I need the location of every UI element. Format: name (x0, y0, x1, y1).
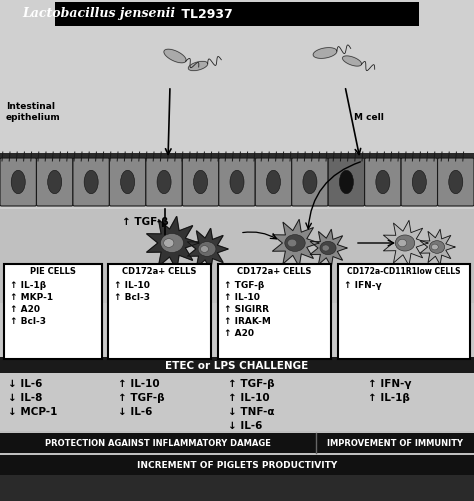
Text: TL2937: TL2937 (177, 8, 233, 21)
Text: INCREMENT OF PIGLETS PRODUCTIVITY: INCREMENT OF PIGLETS PRODUCTIVITY (137, 460, 337, 469)
Text: ↑ IL-1β: ↑ IL-1β (10, 280, 46, 289)
Ellipse shape (398, 240, 407, 247)
FancyBboxPatch shape (0, 475, 474, 501)
FancyBboxPatch shape (146, 159, 182, 206)
FancyBboxPatch shape (36, 159, 73, 206)
Ellipse shape (120, 171, 135, 194)
Text: CD172a+ CELLS: CD172a+ CELLS (122, 267, 197, 276)
Polygon shape (273, 220, 319, 267)
FancyBboxPatch shape (0, 159, 36, 206)
FancyBboxPatch shape (182, 159, 219, 206)
Text: ↑ MKP-1: ↑ MKP-1 (10, 292, 53, 301)
FancyBboxPatch shape (0, 304, 474, 431)
FancyBboxPatch shape (255, 159, 292, 206)
Ellipse shape (230, 171, 244, 194)
FancyBboxPatch shape (0, 357, 474, 373)
Text: ↑ IL-10: ↑ IL-10 (118, 378, 160, 388)
Ellipse shape (395, 235, 415, 252)
Ellipse shape (198, 242, 216, 257)
Text: ↑ IFN-γ: ↑ IFN-γ (344, 280, 382, 289)
Text: ↑ SIGIRR: ↑ SIGIRR (224, 304, 269, 313)
Ellipse shape (193, 171, 208, 194)
Polygon shape (383, 221, 428, 266)
Ellipse shape (157, 171, 171, 194)
Text: PIE CELLS: PIE CELLS (30, 267, 76, 276)
Ellipse shape (376, 171, 390, 194)
Text: ↓ IL-6: ↓ IL-6 (118, 406, 152, 416)
Ellipse shape (322, 245, 329, 252)
Ellipse shape (429, 241, 445, 254)
Polygon shape (310, 230, 347, 267)
Text: ↑ TGF-β: ↑ TGF-β (118, 392, 164, 402)
Ellipse shape (84, 171, 98, 194)
Ellipse shape (164, 239, 174, 248)
FancyBboxPatch shape (328, 159, 365, 206)
Ellipse shape (48, 171, 62, 194)
Polygon shape (188, 62, 208, 72)
FancyBboxPatch shape (73, 159, 109, 206)
Text: ↑ TGF-β: ↑ TGF-β (224, 280, 264, 289)
FancyBboxPatch shape (4, 265, 102, 359)
Text: ↑ IRAK-M: ↑ IRAK-M (224, 316, 271, 325)
Text: Lactobacillus jensenii: Lactobacillus jensenii (22, 8, 175, 21)
Text: ↑ IL-10: ↑ IL-10 (228, 392, 270, 402)
Polygon shape (187, 229, 228, 270)
Ellipse shape (161, 234, 183, 253)
Ellipse shape (201, 246, 209, 253)
Ellipse shape (320, 242, 336, 255)
Text: ↑ TGF-β: ↑ TGF-β (228, 378, 274, 388)
Text: ↓ MCP-1: ↓ MCP-1 (8, 406, 57, 416)
FancyBboxPatch shape (0, 433, 474, 453)
Text: ETEC or LPS CHALLENGE: ETEC or LPS CHALLENGE (165, 360, 309, 370)
FancyBboxPatch shape (338, 265, 470, 359)
Ellipse shape (266, 171, 281, 194)
Polygon shape (146, 217, 199, 270)
Ellipse shape (339, 171, 354, 194)
Text: Intestinal
epithelium: Intestinal epithelium (6, 102, 61, 121)
FancyBboxPatch shape (55, 3, 419, 27)
Polygon shape (420, 230, 455, 265)
FancyBboxPatch shape (0, 159, 474, 206)
Text: CD172a+ CELLS: CD172a+ CELLS (237, 267, 312, 276)
Text: ↑ IL-1β: ↑ IL-1β (368, 392, 410, 402)
Polygon shape (164, 50, 186, 64)
FancyBboxPatch shape (365, 159, 401, 206)
Polygon shape (343, 57, 362, 67)
FancyBboxPatch shape (0, 455, 474, 475)
FancyBboxPatch shape (219, 159, 255, 206)
Text: ↓ IL-6: ↓ IL-6 (228, 420, 263, 430)
FancyBboxPatch shape (109, 159, 146, 206)
Ellipse shape (285, 235, 305, 252)
Ellipse shape (449, 171, 463, 194)
Ellipse shape (412, 171, 426, 194)
Ellipse shape (303, 171, 317, 194)
Text: PROTECTION AGAINST INFLAMMATORY DAMAGE: PROTECTION AGAINST INFLAMMATORY DAMAGE (45, 438, 271, 447)
Ellipse shape (11, 171, 25, 194)
FancyBboxPatch shape (218, 265, 331, 359)
FancyBboxPatch shape (292, 159, 328, 206)
FancyBboxPatch shape (0, 0, 474, 209)
FancyBboxPatch shape (0, 154, 474, 164)
Polygon shape (313, 49, 337, 59)
Text: ↑ A20: ↑ A20 (10, 304, 40, 313)
Text: ↓ IL-8: ↓ IL-8 (8, 392, 42, 402)
FancyBboxPatch shape (108, 265, 211, 359)
Text: ↑ TGF-β: ↑ TGF-β (122, 216, 169, 226)
Text: ↑ IFN-γ: ↑ IFN-γ (368, 378, 411, 388)
FancyBboxPatch shape (438, 159, 474, 206)
Text: ↑ IL-10: ↑ IL-10 (224, 292, 260, 301)
Text: ↑ IL-10: ↑ IL-10 (114, 280, 150, 289)
Ellipse shape (431, 244, 438, 250)
Text: ↓ IL-6: ↓ IL-6 (8, 378, 42, 388)
Text: M cell: M cell (354, 113, 384, 122)
Text: ↓ TNF-α: ↓ TNF-α (228, 406, 274, 416)
Text: ↑ A20: ↑ A20 (224, 328, 254, 337)
Text: ↑ Bcl-3: ↑ Bcl-3 (10, 316, 46, 325)
FancyBboxPatch shape (401, 159, 438, 206)
Text: CD172a-CD11R1low CELLS: CD172a-CD11R1low CELLS (347, 267, 461, 276)
Ellipse shape (288, 239, 297, 247)
Text: ↑ Bcl-3: ↑ Bcl-3 (114, 292, 150, 301)
Text: IMPROVEMENT OF IMMUNITY: IMPROVEMENT OF IMMUNITY (327, 438, 463, 447)
